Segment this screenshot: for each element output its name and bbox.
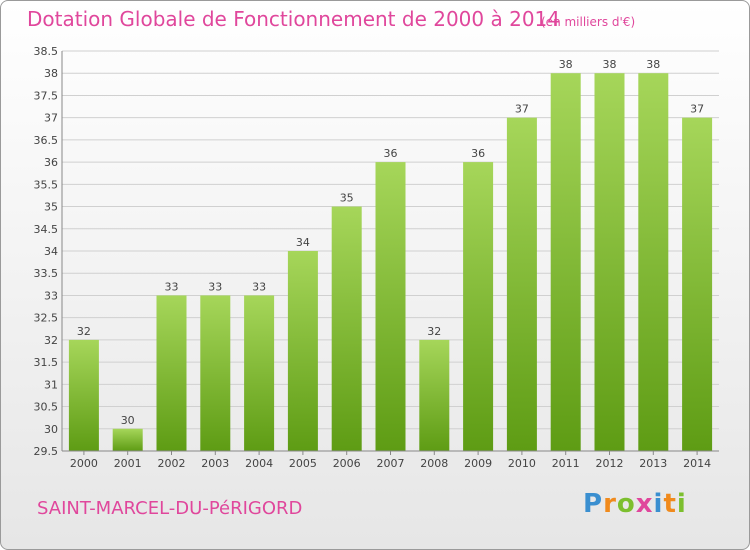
y-tick-label: 37 (44, 112, 58, 125)
data-label: 36 (471, 147, 485, 160)
bar-2011 (550, 73, 581, 451)
x-tick-label: 2009 (464, 457, 492, 470)
commune-name: SAINT-MARCEL-DU-PéRIGORD (37, 498, 303, 519)
data-label: 35 (340, 192, 354, 205)
x-tick-label: 2010 (508, 457, 536, 470)
chart-title: Dotation Globale de Fonctionnement de 20… (27, 7, 560, 31)
y-tick-label: 38.5 (34, 45, 59, 58)
y-tick-label: 36.5 (34, 134, 59, 147)
x-tick-label: 2007 (377, 457, 405, 470)
bar-2003 (200, 295, 231, 451)
y-tick-label: 35.5 (34, 178, 59, 191)
data-label: 36 (384, 147, 398, 160)
data-label: 33 (165, 280, 179, 293)
data-label: 33 (208, 280, 222, 293)
y-tick-label: 38 (44, 67, 58, 80)
y-tick-label: 35 (44, 201, 58, 214)
x-tick-label: 2014 (683, 457, 711, 470)
bar-2001 (112, 428, 143, 451)
bar-2010 (506, 117, 537, 452)
proxiti-logo: Proxiti (583, 489, 687, 519)
data-label: 38 (603, 58, 617, 71)
bar-2000 (68, 339, 99, 451)
y-tick-label: 34 (44, 245, 58, 258)
bar-2004 (244, 295, 275, 451)
data-label: 38 (559, 58, 573, 71)
data-label: 37 (690, 103, 704, 116)
bar-2012 (594, 73, 625, 451)
bar-2007 (375, 162, 406, 451)
data-label: 38 (646, 58, 660, 71)
x-tick-label: 2006 (333, 457, 361, 470)
x-tick-label: 2002 (158, 457, 186, 470)
y-tick-label: 30.5 (34, 401, 59, 414)
data-label: 30 (121, 414, 135, 427)
bar-2002 (156, 295, 187, 451)
data-label: 33 (252, 280, 266, 293)
x-tick-label: 2011 (552, 457, 580, 470)
x-tick-label: 2004 (245, 457, 273, 470)
x-tick-label: 2000 (70, 457, 98, 470)
bar-2009 (463, 162, 494, 451)
y-tick-label: 33 (44, 289, 58, 302)
y-tick-label: 31 (44, 378, 58, 391)
x-tick-label: 2008 (420, 457, 448, 470)
bar-2014 (682, 117, 713, 452)
x-tick-label: 2001 (114, 457, 142, 470)
bar-2008 (419, 339, 450, 451)
data-label: 34 (296, 236, 310, 249)
x-tick-label: 2003 (201, 457, 229, 470)
y-tick-label: 34.5 (34, 223, 59, 236)
data-label: 32 (77, 325, 91, 338)
y-tick-label: 31.5 (34, 356, 59, 369)
y-tick-label: 36 (44, 156, 58, 169)
bars (68, 73, 713, 452)
axes: 29.5 30 30.5 31 31.5 32 32.5 33 33.5 34 34.5 35 35.5… (34, 45, 719, 470)
bar-2013 (638, 73, 669, 451)
y-tick-label: 29.5 (34, 445, 59, 458)
bar-2005 (287, 251, 318, 451)
y-tick-label: 30 (44, 423, 58, 436)
x-tick-label: 2005 (289, 457, 317, 470)
x-tick-label: 2012 (596, 457, 624, 470)
bar-2006 (331, 206, 362, 451)
data-label: 37 (515, 103, 529, 116)
chart-unit: (en milliers d'€) (541, 15, 636, 29)
x-tick-label: 2013 (639, 457, 667, 470)
y-tick-label: 37.5 (34, 89, 59, 102)
y-tick-label: 33.5 (34, 267, 59, 280)
data-label: 32 (427, 325, 441, 338)
y-tick-label: 32.5 (34, 312, 59, 325)
y-tick-label: 32 (44, 334, 58, 347)
